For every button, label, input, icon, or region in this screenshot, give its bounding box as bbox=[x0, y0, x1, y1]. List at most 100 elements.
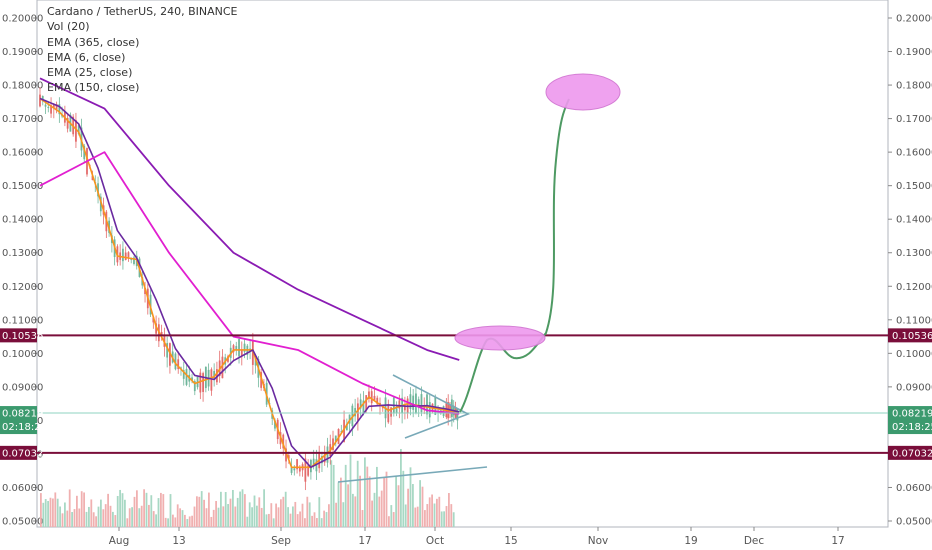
breakout-zone-ellipse bbox=[454, 325, 546, 351]
volume-bar bbox=[337, 482, 340, 527]
volume-bar bbox=[162, 494, 165, 527]
volume-bar bbox=[388, 516, 390, 527]
candle-body bbox=[321, 456, 323, 464]
volume-bar bbox=[390, 505, 393, 527]
indicator-vol[interactable]: Vol (20) bbox=[47, 20, 90, 34]
candle-body bbox=[75, 120, 77, 142]
volume-bar bbox=[416, 506, 419, 527]
candle-body bbox=[213, 371, 216, 379]
candle-body bbox=[332, 438, 334, 450]
volume-bar bbox=[152, 511, 155, 527]
volume-bar bbox=[268, 513, 270, 527]
volume-bar bbox=[313, 512, 316, 527]
volume-bar bbox=[131, 507, 133, 527]
candle-body bbox=[434, 397, 437, 415]
candle-body bbox=[307, 465, 310, 476]
volume-bar bbox=[215, 500, 217, 527]
candle-body bbox=[155, 323, 157, 334]
candle-body bbox=[130, 258, 133, 260]
volume-bar bbox=[292, 506, 294, 527]
candle-body bbox=[356, 403, 359, 421]
volume-bar bbox=[325, 512, 328, 527]
volume-bar bbox=[443, 511, 445, 527]
volume-bar bbox=[270, 503, 273, 527]
y-tick-label-right: 0.06000 bbox=[896, 483, 932, 494]
volume-bar bbox=[208, 492, 210, 527]
volume-bar bbox=[385, 471, 388, 527]
y-tick-label-right: 0.12000 bbox=[896, 282, 932, 293]
indicator-ema-6[interactable]: EMA (6, close) bbox=[47, 50, 126, 64]
volume-bar bbox=[265, 514, 268, 527]
level-badge-left bbox=[0, 445, 37, 460]
volume-bar bbox=[85, 511, 88, 527]
volume-bar bbox=[277, 507, 280, 527]
volume-bar bbox=[164, 517, 167, 527]
volume-bar bbox=[330, 460, 333, 527]
indicator-ema-25[interactable]: EMA (25, close) bbox=[47, 66, 133, 80]
volume-bar bbox=[397, 485, 400, 527]
candle-body bbox=[91, 175, 94, 181]
plot-frame bbox=[36, 0, 889, 528]
volume-bar bbox=[335, 502, 337, 527]
volume-bar bbox=[299, 511, 301, 527]
y-tick-label-left: 0.06000 bbox=[2, 483, 43, 494]
y-tick-label-right: 0.15000 bbox=[896, 181, 932, 192]
volume-bar bbox=[169, 494, 172, 527]
volume-bar bbox=[95, 516, 97, 527]
volume-bar bbox=[431, 494, 433, 527]
volume-bars bbox=[40, 448, 455, 527]
volume-bar bbox=[316, 518, 318, 527]
volume-bar bbox=[246, 516, 249, 527]
volume-bar bbox=[260, 507, 263, 527]
candle-body bbox=[243, 343, 246, 352]
volume-bar bbox=[59, 506, 61, 527]
volume-bar bbox=[412, 484, 414, 527]
candle-body bbox=[52, 104, 55, 109]
volume-bar bbox=[371, 500, 373, 527]
volume-bar bbox=[263, 489, 265, 527]
current-price-badge-left bbox=[0, 406, 37, 435]
indicator-ema-365[interactable]: EMA (365, close) bbox=[47, 35, 140, 49]
volume-bar bbox=[40, 493, 42, 527]
y-tick-label-left: 0.16000 bbox=[2, 148, 43, 159]
volume-bar bbox=[203, 499, 205, 527]
volume-bar bbox=[287, 507, 289, 527]
indicator-ema-150[interactable]: EMA (150, close) bbox=[47, 81, 140, 95]
volume-bar bbox=[92, 512, 95, 527]
volume-bar bbox=[438, 496, 441, 527]
volume-bar bbox=[361, 510, 364, 527]
candle-body bbox=[390, 407, 392, 417]
candle-body bbox=[124, 252, 127, 260]
volume-bar bbox=[433, 503, 436, 527]
candle-body bbox=[182, 370, 185, 379]
candle-body bbox=[152, 317, 155, 323]
candle-body bbox=[287, 455, 290, 459]
candle-body bbox=[326, 446, 329, 463]
volume-bar bbox=[244, 494, 246, 527]
volume-bar bbox=[248, 502, 251, 527]
volume-bar bbox=[383, 477, 385, 527]
volume-bar bbox=[448, 493, 450, 527]
y-tick-label-left: 0.12000 bbox=[2, 282, 43, 293]
volume-bar bbox=[42, 502, 45, 527]
y-tick-label-left: 0.11000 bbox=[2, 315, 43, 326]
volume-bar bbox=[284, 491, 287, 527]
x-tick-label: 19 bbox=[684, 535, 697, 547]
volume-bar bbox=[104, 504, 107, 527]
x-tick-label: 13 bbox=[172, 535, 185, 547]
volume-bar bbox=[404, 504, 407, 527]
volume-bar bbox=[241, 489, 244, 527]
candle-body bbox=[343, 419, 345, 442]
volume-bar bbox=[76, 495, 78, 527]
y-tick-label-right: 0.05000 bbox=[896, 517, 932, 528]
volume-bar bbox=[368, 476, 371, 527]
candle-body bbox=[83, 145, 86, 160]
volume-bar bbox=[229, 498, 232, 527]
y-tick-label-right: 0.17000 bbox=[896, 114, 932, 125]
y-tick-label-left: 0.13000 bbox=[2, 248, 43, 259]
volume-bar bbox=[167, 518, 169, 527]
volume-bar bbox=[205, 508, 208, 527]
candle-body bbox=[442, 406, 445, 417]
candle-body bbox=[133, 257, 135, 264]
